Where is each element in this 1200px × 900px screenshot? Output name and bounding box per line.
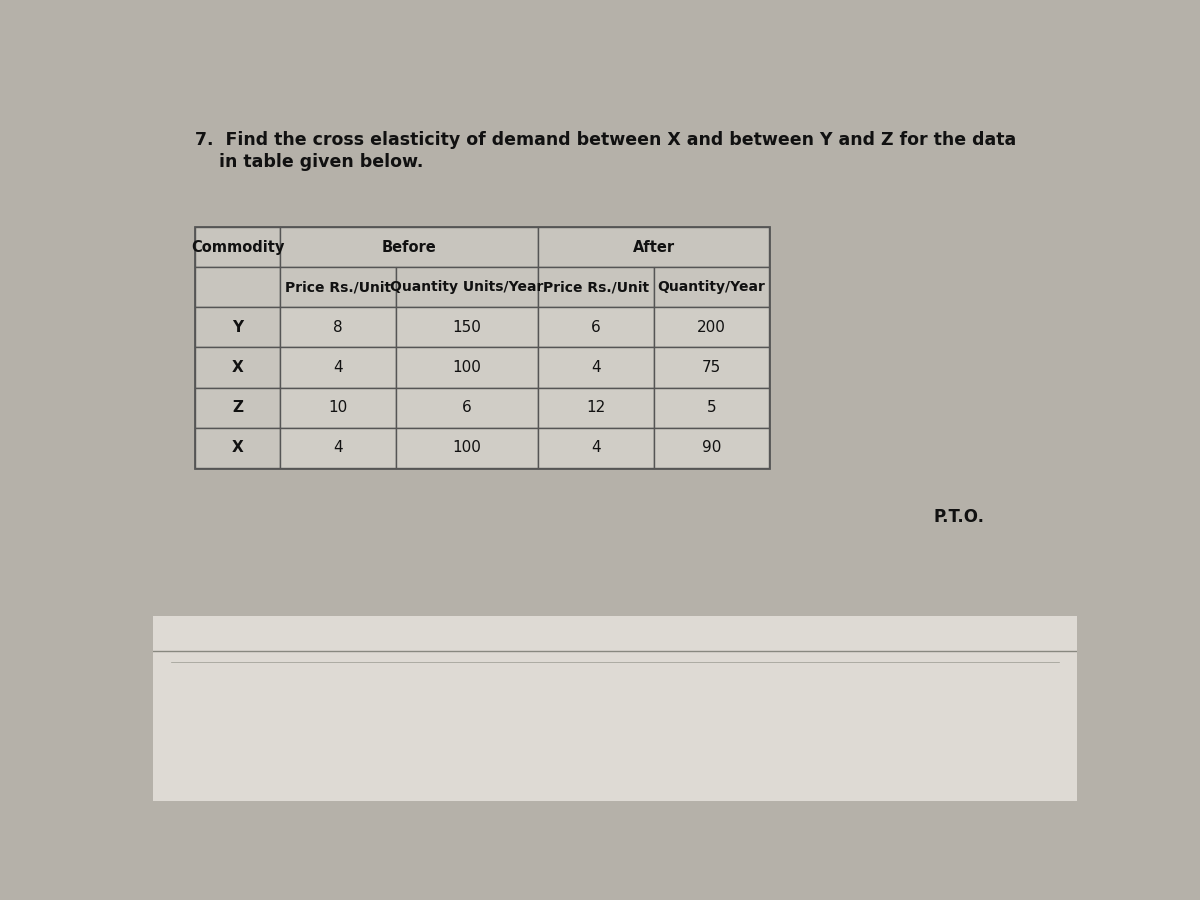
Text: X: X <box>232 440 244 455</box>
Bar <box>538 388 654 427</box>
Bar <box>538 428 654 468</box>
Text: in table given below.: in table given below. <box>196 153 424 171</box>
Bar <box>396 267 538 308</box>
Text: Commodity: Commodity <box>191 240 284 255</box>
Bar <box>538 308 654 347</box>
Text: Before: Before <box>382 240 437 255</box>
Text: 90: 90 <box>702 440 721 455</box>
Bar <box>654 308 769 347</box>
Bar <box>280 228 538 267</box>
Text: 100: 100 <box>452 360 481 375</box>
Bar <box>196 308 280 347</box>
Bar <box>280 388 396 427</box>
Text: Z: Z <box>233 400 244 415</box>
Bar <box>196 388 280 427</box>
Bar <box>396 428 538 468</box>
Text: X: X <box>232 360 244 375</box>
Bar <box>654 388 769 427</box>
Text: 10: 10 <box>328 400 348 415</box>
Text: 12: 12 <box>586 400 605 415</box>
Bar <box>280 267 396 308</box>
Bar <box>280 428 396 468</box>
Text: 8: 8 <box>332 320 343 335</box>
Text: 200: 200 <box>697 320 726 335</box>
Text: 4: 4 <box>332 440 343 455</box>
Bar <box>538 267 654 308</box>
Text: 4: 4 <box>590 440 600 455</box>
Text: 4: 4 <box>590 360 600 375</box>
Text: Quantity/Year: Quantity/Year <box>658 281 766 294</box>
Text: Price Rs./Unit: Price Rs./Unit <box>542 281 649 294</box>
Bar <box>396 347 538 388</box>
Text: 100: 100 <box>452 440 481 455</box>
Bar <box>154 616 1078 801</box>
Text: 4: 4 <box>332 360 343 375</box>
Text: 5: 5 <box>707 400 716 415</box>
Bar <box>196 267 280 308</box>
Bar <box>654 347 769 388</box>
Bar <box>654 267 769 308</box>
Text: Y: Y <box>232 320 244 335</box>
Text: P.T.O.: P.T.O. <box>934 508 985 526</box>
Bar <box>396 388 538 427</box>
Bar <box>196 428 280 468</box>
Bar <box>396 308 538 347</box>
Bar <box>538 228 769 267</box>
Bar <box>654 428 769 468</box>
Text: 75: 75 <box>702 360 721 375</box>
Bar <box>280 347 396 388</box>
Text: 6: 6 <box>590 320 601 335</box>
Bar <box>196 228 769 468</box>
Text: 150: 150 <box>452 320 481 335</box>
Text: After: After <box>632 240 674 255</box>
Bar <box>196 228 280 267</box>
Text: 7.  Find the cross elasticity of demand between X and between Y and Z for the da: 7. Find the cross elasticity of demand b… <box>196 131 1016 149</box>
Text: 6: 6 <box>462 400 472 415</box>
Bar <box>154 108 1078 616</box>
Bar <box>280 308 396 347</box>
Text: Price Rs./Unit: Price Rs./Unit <box>284 281 391 294</box>
Bar <box>196 347 280 388</box>
Bar <box>538 347 654 388</box>
Text: Quantity Units/Year: Quantity Units/Year <box>390 281 544 294</box>
